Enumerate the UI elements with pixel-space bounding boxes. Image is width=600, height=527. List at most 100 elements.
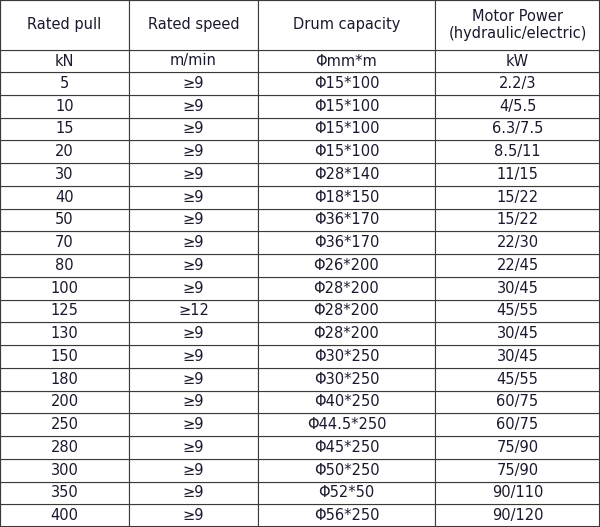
Bar: [129, 186, 258, 209]
Bar: [435, 504, 600, 527]
Bar: [0, 209, 129, 231]
Text: 40: 40: [55, 190, 74, 204]
Bar: [258, 254, 435, 277]
Text: 130: 130: [50, 326, 79, 341]
Text: 60/75: 60/75: [496, 417, 539, 432]
Text: 30/45: 30/45: [497, 349, 538, 364]
Bar: [258, 209, 435, 231]
Text: 350: 350: [50, 485, 79, 500]
Text: 60/75: 60/75: [496, 394, 539, 409]
Text: 90/110: 90/110: [492, 485, 543, 500]
Bar: [129, 277, 258, 299]
Text: Φ52*50: Φ52*50: [319, 485, 374, 500]
Text: Φ40*250: Φ40*250: [314, 394, 379, 409]
Bar: [258, 277, 435, 299]
Text: 100: 100: [50, 280, 79, 296]
Bar: [435, 140, 600, 163]
Text: m/min: m/min: [170, 54, 217, 69]
Text: 150: 150: [50, 349, 79, 364]
Bar: [258, 95, 435, 118]
Text: 75/90: 75/90: [496, 463, 539, 477]
Text: 15/22: 15/22: [496, 212, 539, 227]
Bar: [435, 299, 600, 322]
Bar: [435, 391, 600, 413]
Text: ≥9: ≥9: [183, 372, 204, 387]
Bar: [129, 322, 258, 345]
Bar: [0, 458, 129, 482]
Bar: [0, 482, 129, 504]
Text: 400: 400: [50, 508, 79, 523]
Text: kW: kW: [506, 54, 529, 69]
Bar: [129, 231, 258, 254]
Bar: [0, 504, 129, 527]
Text: ≥9: ≥9: [183, 440, 204, 455]
Bar: [258, 299, 435, 322]
Text: 20: 20: [55, 144, 74, 159]
Text: Φ30*250: Φ30*250: [314, 349, 379, 364]
Bar: [258, 163, 435, 186]
Text: 2.2/3: 2.2/3: [499, 76, 536, 91]
Text: 75/90: 75/90: [496, 440, 539, 455]
Bar: [258, 72, 435, 95]
Bar: [129, 140, 258, 163]
Bar: [129, 0, 258, 50]
Text: Φ44.5*250: Φ44.5*250: [307, 417, 386, 432]
Text: Drum capacity: Drum capacity: [293, 17, 400, 33]
Text: 10: 10: [55, 99, 74, 114]
Text: Φ28*200: Φ28*200: [314, 326, 379, 341]
Text: Φ18*150: Φ18*150: [314, 190, 379, 204]
Bar: [129, 436, 258, 458]
Bar: [435, 482, 600, 504]
Bar: [0, 368, 129, 391]
Bar: [0, 231, 129, 254]
Bar: [129, 504, 258, 527]
Text: Φ15*100: Φ15*100: [314, 144, 379, 159]
Text: 5: 5: [60, 76, 69, 91]
Bar: [258, 231, 435, 254]
Bar: [435, 458, 600, 482]
Text: Φ36*170: Φ36*170: [314, 212, 379, 227]
Text: ≥9: ≥9: [183, 212, 204, 227]
Text: ≥9: ≥9: [183, 485, 204, 500]
Text: ≥9: ≥9: [183, 417, 204, 432]
Bar: [258, 391, 435, 413]
Bar: [435, 118, 600, 140]
Text: 11/15: 11/15: [497, 167, 538, 182]
Bar: [0, 0, 129, 50]
Text: Φ36*170: Φ36*170: [314, 235, 379, 250]
Text: Φ56*250: Φ56*250: [314, 508, 379, 523]
Bar: [435, 277, 600, 299]
Text: Rated speed: Rated speed: [148, 17, 239, 33]
Bar: [0, 50, 129, 72]
Bar: [129, 299, 258, 322]
Bar: [435, 0, 600, 50]
Text: ≥9: ≥9: [183, 394, 204, 409]
Text: 280: 280: [50, 440, 79, 455]
Text: 70: 70: [55, 235, 74, 250]
Bar: [129, 163, 258, 186]
Bar: [129, 95, 258, 118]
Bar: [435, 322, 600, 345]
Bar: [258, 345, 435, 368]
Bar: [129, 254, 258, 277]
Bar: [0, 95, 129, 118]
Text: 8.5/11: 8.5/11: [494, 144, 541, 159]
Bar: [258, 482, 435, 504]
Bar: [129, 413, 258, 436]
Text: Φ15*100: Φ15*100: [314, 99, 379, 114]
Bar: [258, 0, 435, 50]
Bar: [0, 140, 129, 163]
Text: ≥9: ≥9: [183, 280, 204, 296]
Bar: [0, 345, 129, 368]
Text: ≥9: ≥9: [183, 190, 204, 204]
Bar: [0, 391, 129, 413]
Text: ≥9: ≥9: [183, 121, 204, 136]
Bar: [129, 391, 258, 413]
Text: ≥9: ≥9: [183, 235, 204, 250]
Text: ≥9: ≥9: [183, 258, 204, 273]
Text: Φ28*200: Φ28*200: [314, 304, 379, 318]
Bar: [435, 254, 600, 277]
Bar: [435, 50, 600, 72]
Bar: [435, 209, 600, 231]
Text: Rated pull: Rated pull: [28, 17, 101, 33]
